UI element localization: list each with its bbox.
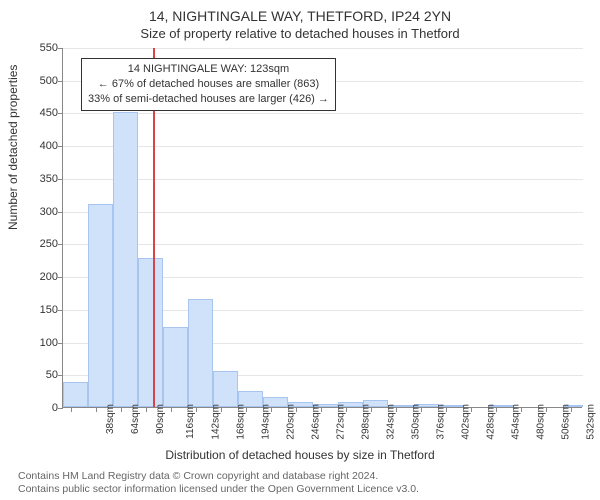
x-tick-label: 116sqm: [185, 404, 196, 439]
title-main: 14, NIGHTINGALE WAY, THETFORD, IP24 2YN: [0, 0, 600, 24]
x-tick-label: 220sqm: [286, 404, 297, 440]
histogram-bar: [213, 371, 238, 407]
x-tick-label: 142sqm: [210, 404, 221, 440]
y-tick-label: 50: [28, 369, 58, 381]
chart-container: 14, NIGHTINGALE WAY, THETFORD, IP24 2YN …: [0, 0, 600, 500]
x-tick: [196, 407, 197, 412]
gridline: [63, 244, 583, 245]
gridline: [63, 48, 583, 49]
x-tick: [571, 407, 572, 412]
y-tick-label: 300: [28, 206, 58, 218]
histogram-bar: [63, 382, 88, 407]
x-tick-label: 402sqm: [461, 404, 472, 440]
y-tick-label: 0: [28, 402, 58, 414]
y-tick: [58, 146, 63, 147]
x-tick: [321, 407, 322, 412]
gridline: [63, 212, 583, 213]
x-tick: [246, 407, 247, 412]
histogram-bar: [88, 204, 113, 407]
y-tick: [58, 212, 63, 213]
x-tick-label: 64sqm: [130, 404, 141, 434]
x-tick: [521, 407, 522, 412]
y-tick: [58, 343, 63, 344]
annotation-box: 14 NIGHTINGALE WAY: 123sqm← 67% of detac…: [81, 58, 336, 111]
title-sub: Size of property relative to detached ho…: [0, 24, 600, 41]
x-tick: [146, 407, 147, 412]
x-tick-label: 324sqm: [386, 404, 397, 440]
x-tick: [496, 407, 497, 412]
y-tick: [58, 179, 63, 180]
y-tick: [58, 408, 63, 409]
x-tick: [296, 407, 297, 412]
x-tick: [71, 407, 72, 412]
y-tick-label: 250: [28, 238, 58, 250]
x-tick: [446, 407, 447, 412]
y-tick-label: 400: [28, 140, 58, 152]
x-tick: [421, 407, 422, 412]
y-tick: [58, 375, 63, 376]
chart-area: 38sqm64sqm90sqm116sqm142sqm168sqm194sqm2…: [62, 48, 582, 408]
x-tick: [371, 407, 372, 412]
footer-line2: Contains public sector information licen…: [18, 483, 419, 496]
x-tick-label: 454sqm: [511, 404, 522, 440]
y-tick: [58, 48, 63, 49]
x-tick-label: 480sqm: [536, 404, 547, 440]
annotation-line: 14 NIGHTINGALE WAY: 123sqm: [88, 62, 329, 77]
y-tick-label: 100: [28, 337, 58, 349]
y-tick-label: 450: [28, 107, 58, 119]
x-tick-label: 90sqm: [155, 404, 166, 434]
x-tick: [346, 407, 347, 412]
histogram-bar: [113, 112, 138, 407]
x-tick: [396, 407, 397, 412]
x-tick-label: 168sqm: [235, 404, 246, 440]
y-tick-label: 150: [28, 304, 58, 316]
x-tick-label: 376sqm: [436, 404, 447, 440]
x-tick: [546, 407, 547, 412]
x-tick: [96, 407, 97, 412]
x-tick: [221, 407, 222, 412]
histogram-bar: [163, 327, 188, 407]
x-axis-label: Distribution of detached houses by size …: [0, 448, 600, 462]
x-tick: [171, 407, 172, 412]
y-tick-label: 550: [28, 42, 58, 54]
annotation-line: 33% of semi-detached houses are larger (…: [88, 92, 329, 107]
x-tick-label: 506sqm: [561, 404, 572, 440]
x-tick-label: 194sqm: [261, 404, 272, 440]
plot-region: 38sqm64sqm90sqm116sqm142sqm168sqm194sqm2…: [62, 48, 582, 408]
x-tick-label: 38sqm: [105, 404, 116, 434]
y-tick-label: 200: [28, 271, 58, 283]
gridline: [63, 113, 583, 114]
histogram-bar: [188, 299, 213, 407]
histogram-bar: [138, 258, 163, 407]
x-tick: [121, 407, 122, 412]
gridline: [63, 146, 583, 147]
x-tick-label: 272sqm: [336, 404, 347, 440]
x-tick-label: 428sqm: [486, 404, 497, 440]
footer-line1: Contains HM Land Registry data © Crown c…: [18, 470, 419, 483]
x-tick-label: 298sqm: [361, 404, 372, 440]
gridline: [63, 179, 583, 180]
annotation-line: ← 67% of detached houses are smaller (86…: [88, 77, 329, 92]
x-tick-label: 246sqm: [311, 404, 322, 440]
y-tick: [58, 277, 63, 278]
y-tick: [58, 244, 63, 245]
x-tick-label: 350sqm: [411, 404, 422, 440]
x-tick: [271, 407, 272, 412]
footer-attribution: Contains HM Land Registry data © Crown c…: [18, 470, 419, 496]
y-tick: [58, 113, 63, 114]
y-tick-label: 350: [28, 173, 58, 185]
y-axis-label: Number of detached properties: [6, 65, 20, 230]
y-tick-label: 500: [28, 75, 58, 87]
y-tick: [58, 81, 63, 82]
x-tick-label: 532sqm: [586, 404, 597, 440]
y-tick: [58, 310, 63, 311]
x-tick: [471, 407, 472, 412]
